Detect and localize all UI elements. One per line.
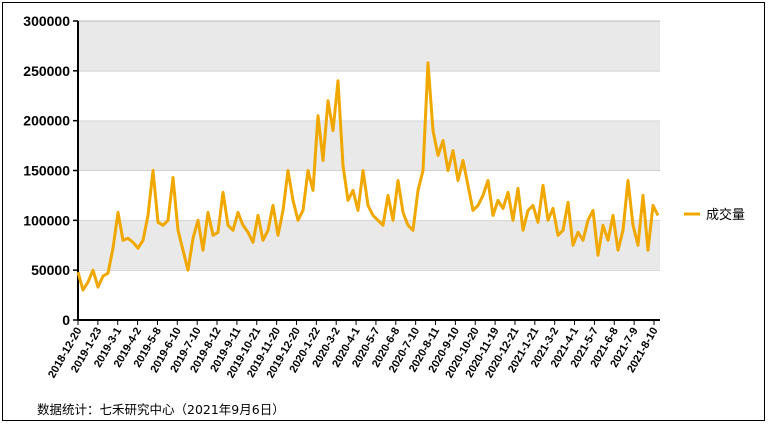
series-line-volume <box>76 61 660 292</box>
source-note: 数据统计：七禾研究中心（2021年9月6日） <box>37 402 285 417</box>
y-tick-label: 300000 <box>23 13 70 29</box>
legend: 成交量 <box>684 207 745 223</box>
y-tick-label: 200000 <box>23 113 70 129</box>
y-tick-label: 0 <box>62 312 70 328</box>
legend-label-volume: 成交量 <box>706 207 745 223</box>
grid-band <box>78 70 660 121</box>
y-tick-label: 250000 <box>23 63 70 79</box>
grid-band <box>78 21 660 71</box>
y-tick-label: 100000 <box>23 212 70 228</box>
y-tick-label: 50000 <box>31 262 70 278</box>
x-axis: 2018-12-202019-1-232019-3-12019-4-22019-… <box>46 319 661 380</box>
y-tick-label: 150000 <box>23 163 70 179</box>
y-axis: 0 50000 100000 150000 200000 250000 300000 <box>23 13 79 328</box>
grid-bands <box>78 20 660 320</box>
grid-band <box>78 170 660 221</box>
grid-band <box>78 270 660 320</box>
grid-band <box>78 120 660 171</box>
